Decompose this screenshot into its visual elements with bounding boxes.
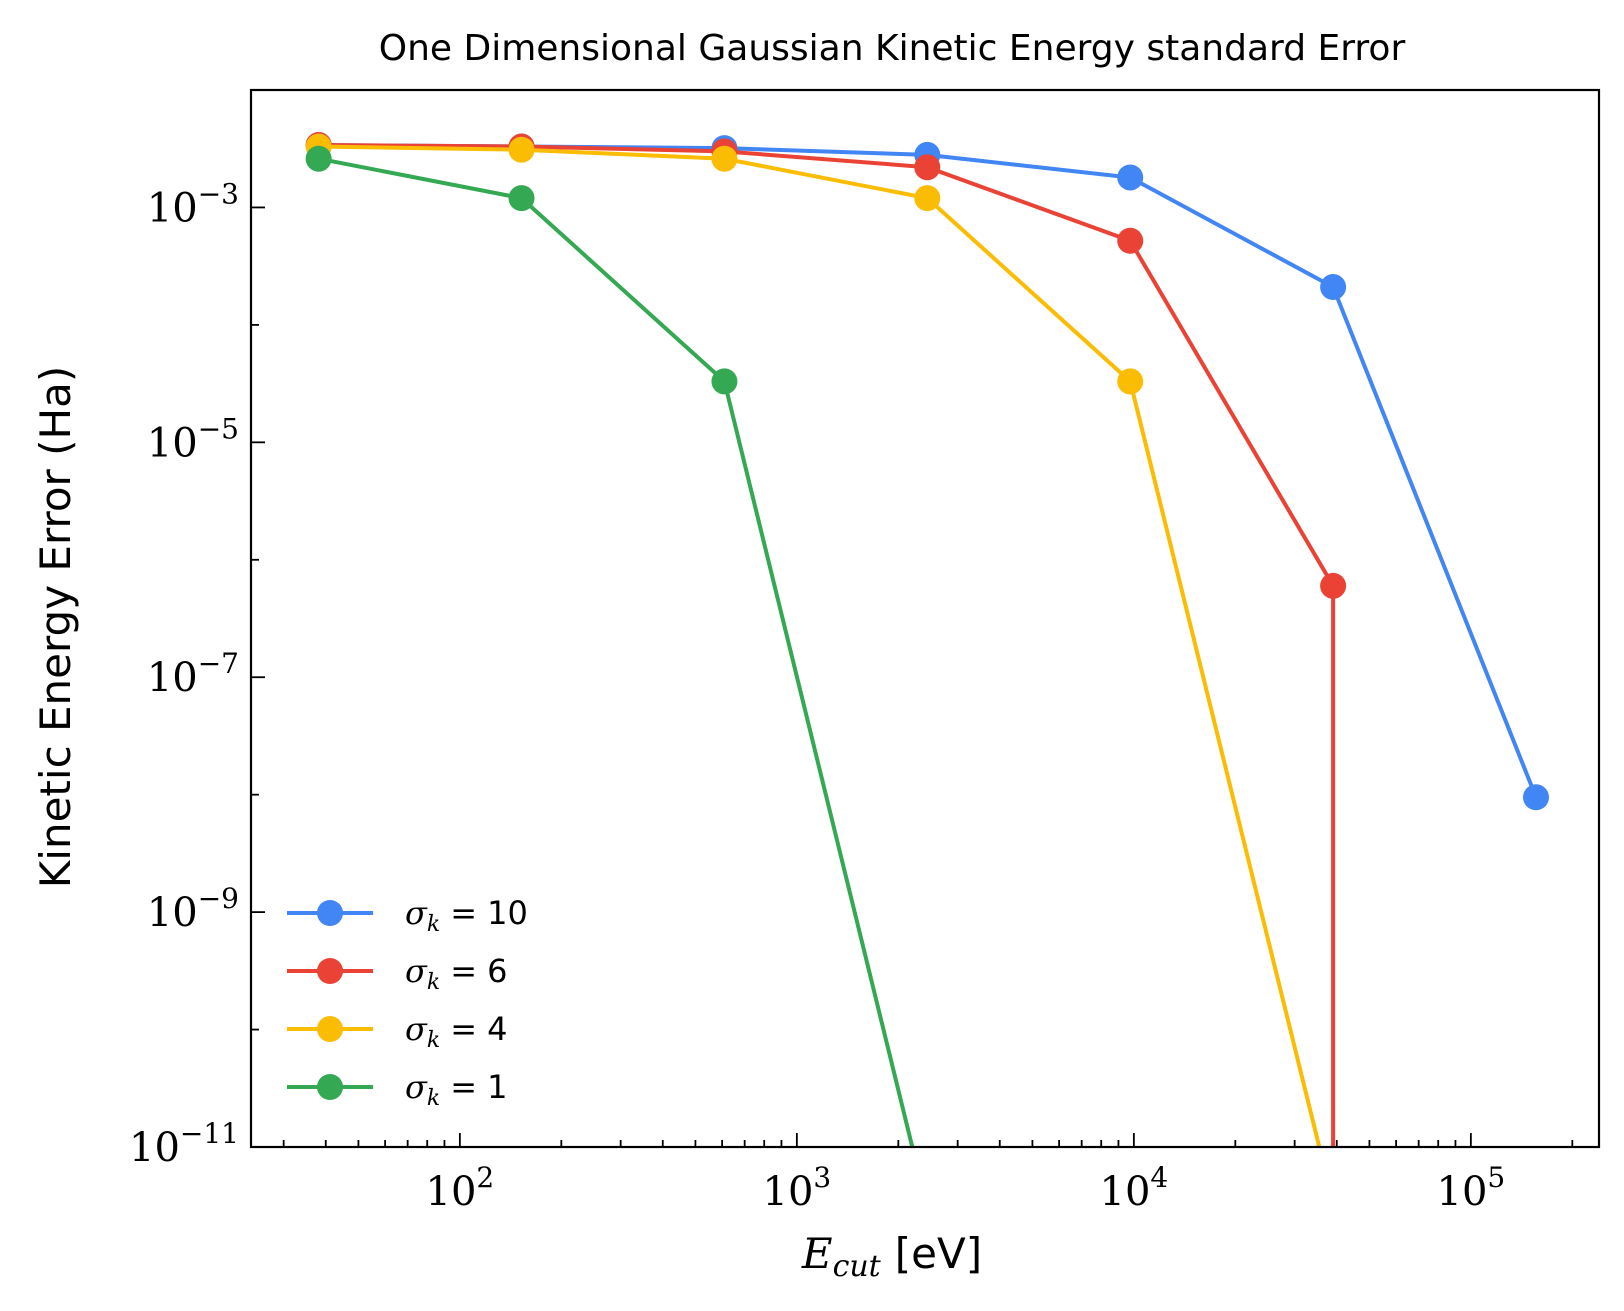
x-axis-label: Ecut [eV] <box>801 1229 982 1284</box>
x-tick-exponent: 3 <box>813 1161 831 1194</box>
chart-title: One Dimensional Gaussian Kinetic Energy … <box>379 28 1406 69</box>
y-tick-label: 10−7 <box>147 647 239 701</box>
data-point <box>711 368 738 395</box>
series-3 <box>305 145 915 1148</box>
x-tick-base: 10 <box>1100 1169 1151 1215</box>
data-point <box>1117 227 1144 254</box>
y-tick-label: 10−9 <box>147 882 239 936</box>
y-tick-exponent: −11 <box>180 1117 239 1150</box>
legend-subscript: k <box>427 1086 440 1111</box>
series-1 <box>305 132 1347 1147</box>
legend-label: σk = 4 <box>405 1010 508 1053</box>
x-tick-base: 10 <box>1437 1169 1488 1215</box>
y-axis-label: Kinetic Energy Error (Ha) <box>31 366 80 888</box>
legend-subscript: k <box>427 912 440 937</box>
y-tick-base: 10 <box>147 890 198 936</box>
legend-value: = 1 <box>450 1068 507 1106</box>
legend-marker <box>317 900 343 926</box>
data-point <box>1117 164 1144 191</box>
y-tick-label: 10−11 <box>129 1117 239 1171</box>
y-tick-label: 10−3 <box>147 177 239 231</box>
legend-item: σk = 10 <box>287 894 528 937</box>
legend-value: = 10 <box>450 894 528 932</box>
y-tick-exponent: −9 <box>198 882 239 915</box>
legend-item: σk = 1 <box>287 1068 508 1111</box>
y-tick-exponent: −5 <box>198 412 239 445</box>
legend-item: σk = 6 <box>287 952 508 995</box>
x-tick-base: 10 <box>426 1169 477 1215</box>
x-tick-exponent: 5 <box>1487 1161 1505 1194</box>
series-line <box>318 143 1336 1147</box>
x-tick-label: 103 <box>763 1161 832 1215</box>
x-tick-exponent: 2 <box>476 1161 494 1194</box>
legend-marker <box>317 1016 343 1042</box>
plot-series <box>305 132 1550 1148</box>
y-tick-label: 10−5 <box>147 412 239 466</box>
data-point <box>1117 368 1144 395</box>
legend-subscript: k <box>427 970 440 995</box>
data-point <box>305 145 332 172</box>
data-point <box>508 185 535 212</box>
data-point <box>1320 572 1347 599</box>
series-0 <box>305 132 1550 811</box>
series-2 <box>305 133 1322 1148</box>
y-tick-base: 10 <box>129 1125 180 1171</box>
legend-symbol: σ <box>405 894 428 932</box>
series-line <box>318 144 1322 1148</box>
legend-marker <box>317 1074 343 1100</box>
data-point <box>914 185 941 212</box>
y-tick-base: 10 <box>147 185 198 231</box>
legend-marker <box>317 958 343 984</box>
data-point <box>508 136 535 163</box>
legend-value: = 6 <box>450 952 507 990</box>
legend-label: σk = 1 <box>405 1068 508 1111</box>
x-tick-label: 102 <box>426 1161 495 1215</box>
y-tick-base: 10 <box>147 420 198 466</box>
y-tick-exponent: −7 <box>198 647 239 680</box>
y-tick-exponent: −3 <box>198 177 239 210</box>
x-label-unit: [eV] <box>895 1229 982 1278</box>
series-line <box>318 143 1538 799</box>
data-point <box>711 145 738 172</box>
data-point <box>914 154 941 181</box>
legend-item: σk = 4 <box>287 1010 508 1053</box>
legend-label: σk = 6 <box>405 952 508 995</box>
data-point <box>1320 274 1347 301</box>
legend-symbol: σ <box>405 1010 428 1048</box>
x-label-sub: cut <box>833 1249 882 1284</box>
legend-value: = 4 <box>450 1010 507 1048</box>
legend-symbol: σ <box>405 1068 428 1106</box>
legend-subscript: k <box>427 1028 440 1053</box>
x-tick-label: 104 <box>1100 1161 1169 1215</box>
plot-frame <box>249 88 1601 1149</box>
x-label-var: E <box>801 1229 833 1278</box>
legend-symbol: σ <box>405 952 428 990</box>
x-tick-exponent: 4 <box>1150 1161 1168 1194</box>
data-point <box>1523 784 1550 811</box>
x-tick-label: 105 <box>1437 1161 1506 1215</box>
series-line <box>318 156 915 1148</box>
y-tick-base: 10 <box>147 655 198 701</box>
x-tick-base: 10 <box>763 1169 814 1215</box>
legend-label: σk = 10 <box>405 894 528 937</box>
